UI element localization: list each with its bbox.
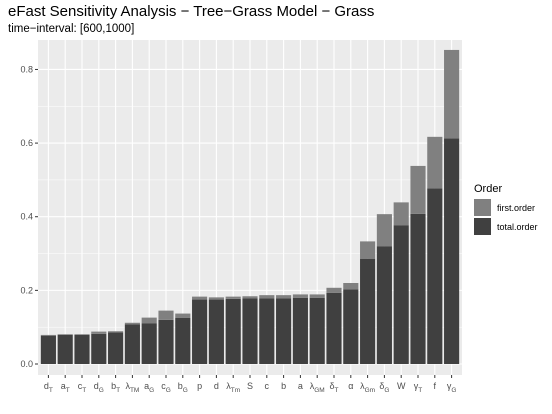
bar-total-order bbox=[141, 323, 157, 364]
bar-total-order bbox=[158, 319, 174, 364]
bar-total-order bbox=[326, 292, 342, 364]
bar-first-order bbox=[343, 283, 359, 290]
x-tick-label: c bbox=[265, 381, 270, 391]
bar-first-order bbox=[393, 202, 409, 226]
x-tick-label: bG bbox=[178, 381, 188, 394]
bar-first-order bbox=[175, 313, 191, 318]
x-tick-label: S bbox=[247, 381, 253, 391]
x-tick-label: λTm bbox=[226, 381, 240, 394]
bar-first-order bbox=[124, 322, 140, 325]
bar-first-order bbox=[74, 334, 90, 335]
bar-first-order bbox=[192, 296, 208, 300]
x-tick-label: f bbox=[434, 381, 437, 391]
legend-label-total-order: total.order bbox=[497, 222, 538, 232]
x-tick-label: λTM bbox=[125, 381, 139, 394]
bar-total-order bbox=[276, 298, 292, 364]
x-tick-label: aT bbox=[61, 381, 70, 394]
y-tick-label: 0.8 bbox=[20, 64, 33, 74]
bar-first-order bbox=[427, 136, 443, 189]
x-tick-label: λGm bbox=[360, 381, 375, 394]
bar-total-order bbox=[444, 138, 460, 364]
x-tick-label: aG bbox=[144, 381, 154, 394]
x-tick-label: α bbox=[348, 381, 353, 391]
bar-first-order bbox=[360, 241, 376, 259]
x-tick-label: bT bbox=[111, 381, 120, 394]
bar-total-order bbox=[343, 289, 359, 364]
y-tick-label: 0.4 bbox=[20, 212, 33, 222]
x-tick-label: γT bbox=[414, 381, 423, 394]
bar-total-order bbox=[225, 298, 241, 364]
bar-first-order bbox=[141, 317, 157, 324]
x-tick-label: p bbox=[197, 381, 202, 391]
bar-total-order bbox=[259, 298, 275, 364]
bar-total-order bbox=[124, 324, 140, 364]
x-tick-label: d bbox=[214, 381, 219, 391]
bar-total-order bbox=[292, 297, 308, 364]
x-tick-label: δT bbox=[330, 381, 339, 394]
bar-first-order bbox=[242, 296, 258, 299]
bar-first-order bbox=[410, 165, 426, 214]
x-tick-label: dT bbox=[44, 381, 53, 394]
bar-first-order bbox=[276, 295, 292, 299]
x-tick-label: a bbox=[298, 381, 303, 391]
bar-first-order bbox=[309, 294, 325, 298]
bar-total-order bbox=[192, 299, 208, 364]
x-tick-label: b bbox=[281, 381, 286, 391]
x-tick-label: λGM bbox=[310, 381, 325, 394]
x-tick-label: dG bbox=[94, 381, 104, 394]
x-tick-label: γG bbox=[447, 381, 457, 394]
bar-total-order bbox=[74, 334, 90, 364]
bar-total-order bbox=[108, 332, 124, 364]
bar-first-order bbox=[326, 287, 342, 293]
legend-key-total-order bbox=[474, 218, 491, 235]
bar-total-order bbox=[175, 317, 191, 364]
bars bbox=[40, 49, 460, 364]
bar-total-order bbox=[40, 335, 56, 364]
bar-first-order bbox=[292, 294, 308, 298]
bar-total-order bbox=[360, 258, 376, 364]
legend-key-first-order bbox=[474, 199, 491, 216]
bar-first-order bbox=[376, 214, 392, 247]
chart-title: eFast Sensitivity Analysis − Tree−Grass … bbox=[8, 3, 374, 20]
bar-total-order bbox=[91, 333, 107, 364]
legend-label-first-order: first.order bbox=[497, 203, 535, 213]
bar-total-order bbox=[376, 246, 392, 364]
y-tick-label: 0.0 bbox=[20, 359, 33, 369]
x-tick-label: cT bbox=[78, 381, 87, 394]
legend-title: Order bbox=[474, 183, 502, 195]
bar-first-order bbox=[91, 331, 107, 334]
bar-first-order bbox=[444, 49, 460, 139]
bar-first-order bbox=[108, 331, 124, 333]
bar-total-order bbox=[242, 298, 258, 364]
y-tick-label: 0.6 bbox=[20, 138, 33, 148]
bar-first-order bbox=[225, 296, 241, 299]
bar-first-order bbox=[40, 334, 56, 336]
bar-first-order bbox=[158, 310, 174, 320]
bar-total-order bbox=[427, 188, 443, 364]
chart-subtitle: time−interval: [600,1000] bbox=[8, 23, 134, 35]
bar-total-order bbox=[309, 297, 325, 364]
x-tick-label: W bbox=[397, 381, 406, 391]
legend: Order first.order total.order bbox=[474, 183, 538, 235]
bar-first-order bbox=[208, 297, 224, 300]
x-tick-label: cG bbox=[161, 381, 171, 394]
bar-total-order bbox=[57, 334, 73, 364]
bar-total-order bbox=[410, 213, 426, 364]
x-tick-label: δG bbox=[379, 381, 389, 394]
bar-first-order bbox=[259, 295, 275, 299]
y-axis: 0.0 0.2 0.4 0.6 0.8 bbox=[20, 64, 38, 369]
y-tick-label: 0.2 bbox=[20, 285, 33, 295]
bar-total-order bbox=[208, 299, 224, 364]
bar-first-order bbox=[57, 334, 73, 335]
bar-total-order bbox=[393, 225, 409, 364]
